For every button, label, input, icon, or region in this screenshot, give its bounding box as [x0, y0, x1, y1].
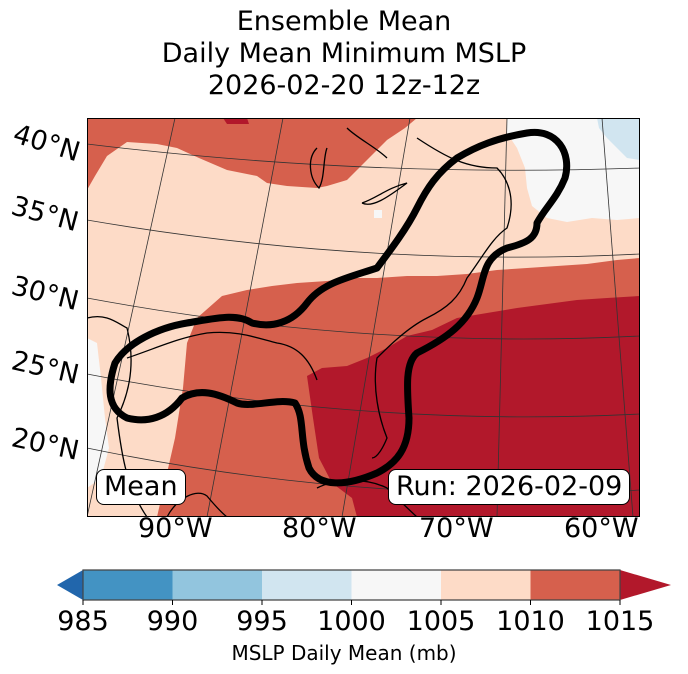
colorbar-bin-990-995 — [172, 570, 263, 600]
probability-outline — [106, 128, 571, 487]
colorbar-bin-995-1000 — [262, 570, 352, 600]
parallel-35n — [87, 219, 640, 258]
lat-label-20n: 20°N — [8, 422, 82, 467]
meridian-70w — [341, 118, 411, 517]
region-1000-1005-west — [87, 338, 109, 488]
region-1010-1015-north — [87, 118, 417, 190]
lon-label-60w: 60°W — [564, 513, 639, 544]
map-plot — [87, 118, 640, 517]
lat-label-35n: 35°N — [7, 190, 82, 239]
meridian-55w — [601, 118, 634, 517]
lon-label-80w: 80°W — [282, 513, 357, 544]
parallel-30n — [87, 297, 640, 340]
east-coast — [371, 137, 512, 459]
colorbar-title: MSLP Daily Mean (mb) — [231, 641, 457, 665]
lon-label-90w: 90°W — [138, 513, 213, 544]
region-995-1000-ne — [597, 118, 640, 160]
colorbar-bin-1000-1005 — [351, 570, 442, 600]
lat-label-30n: 30°N — [8, 270, 82, 318]
colorbar-tick-label-985: 985 — [57, 606, 109, 637]
colorbar-bin-gt1015 — [620, 570, 671, 600]
run-date-box: Run: 2026-02-09 — [388, 469, 631, 505]
colorbar-tick-label-995: 995 — [236, 606, 288, 637]
colorbar-tick-label-1000: 1000 — [317, 606, 386, 637]
region-1000-1005-small — [374, 210, 382, 218]
title-line-3: 2026-02-20 12z-12z — [207, 70, 481, 101]
colorbar-tick-label-1010: 1010 — [496, 606, 565, 637]
coastlines — [87, 127, 512, 517]
colorbar-tick-label-1005: 1005 — [406, 606, 476, 637]
colorbar-tick-label-1015: 1015 — [585, 606, 655, 637]
region-over-1015-north — [223, 118, 249, 124]
colorbar-bin-985-990 — [83, 570, 173, 600]
lat-label-25n: 25°N — [8, 345, 82, 391]
lon-label-70w: 70°W — [419, 513, 494, 544]
title-line-2: Daily Mean Minimum MSLP — [161, 38, 527, 69]
map-frame — [87, 118, 640, 517]
lat-label-40n: 40°N — [9, 118, 84, 169]
colorbar-bin-1005-1010 — [441, 570, 531, 600]
meridian-60w — [496, 118, 508, 517]
great-lakes — [309, 127, 408, 205]
stat-label-box: Mean — [96, 469, 186, 505]
colorbar-bin-lt985 — [57, 570, 83, 600]
colorbar-tick-label-990: 990 — [146, 606, 199, 637]
title-line-1: Ensemble Mean — [236, 6, 452, 37]
colorbar — [57, 569, 671, 605]
meridian-90w — [87, 118, 176, 517]
parallel-25n — [87, 373, 640, 418]
colorbar-bin-1010-1015 — [530, 570, 621, 600]
